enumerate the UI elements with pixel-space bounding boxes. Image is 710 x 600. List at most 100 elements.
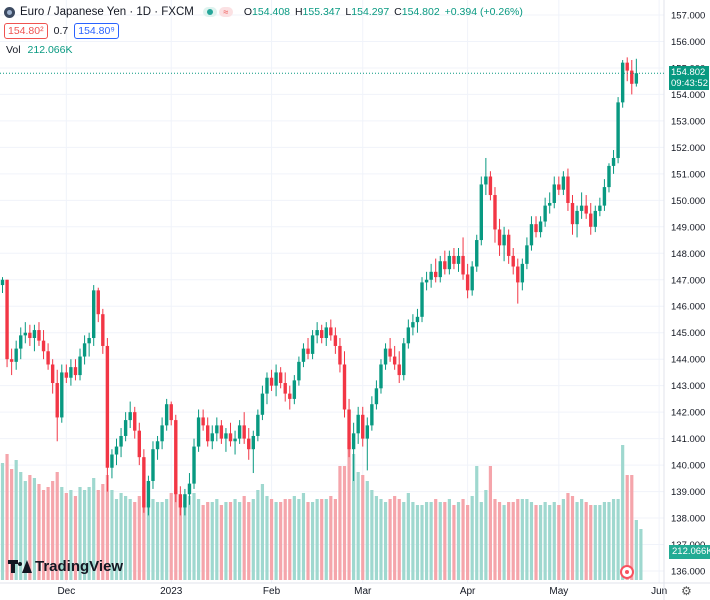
- candle: [310, 330, 315, 360]
- volume-bar: [361, 475, 365, 580]
- candle: [265, 372, 269, 405]
- y-tick-label: 152.000: [671, 143, 705, 154]
- candle: [525, 237, 529, 270]
- candle: [210, 425, 214, 450]
- volume-bar: [183, 502, 187, 580]
- candle: [187, 473, 192, 505]
- volume-bar: [187, 496, 192, 580]
- y-tick-label: 150.000: [671, 196, 705, 207]
- high-value: 155.347: [302, 6, 341, 18]
- volume-bar: [320, 499, 324, 580]
- volume-bar: [119, 493, 123, 580]
- candle: [37, 322, 41, 346]
- x-tick-label: Feb: [263, 586, 281, 597]
- candle: [224, 428, 228, 452]
- y-tick-label: 144.000: [671, 355, 705, 366]
- candle: [320, 324, 324, 344]
- candle-body: [324, 327, 328, 339]
- candle: [584, 195, 588, 219]
- candle: [123, 412, 128, 442]
- candle: [388, 338, 392, 362]
- candle-body: [242, 425, 246, 439]
- volume-bar: [274, 502, 278, 580]
- candle: [78, 348, 82, 381]
- volume-bar: [584, 502, 588, 580]
- volume-bar: [488, 466, 493, 580]
- candle-body: [529, 224, 534, 246]
- volume-bar: [470, 496, 474, 580]
- candle: [589, 202, 593, 235]
- volume-bar: [192, 493, 196, 580]
- volume-bar: [329, 496, 333, 580]
- candle-body: [420, 282, 424, 317]
- volume-legend[interactable]: Vol 212.066K: [6, 44, 73, 56]
- volume-bar: [283, 499, 287, 580]
- candle-body: [479, 184, 483, 241]
- candle-body: [607, 165, 611, 188]
- candle-body: [306, 348, 310, 354]
- volume-bar: [338, 466, 342, 580]
- symbol-logo-icon[interactable]: [4, 6, 15, 18]
- volume-bar: [393, 496, 397, 580]
- candle-body: [570, 202, 575, 225]
- candle-body: [520, 263, 525, 283]
- candle-body: [598, 205, 602, 211]
- gear-icon[interactable]: ⚙: [681, 584, 692, 598]
- candle-body: [9, 359, 14, 362]
- candle: [82, 335, 87, 365]
- candle-body: [146, 480, 151, 508]
- candle-body: [128, 412, 132, 421]
- last-price: 154.802: [671, 67, 706, 78]
- buy-button[interactable]: 154.80⁹: [74, 23, 119, 39]
- spread-value: 0.7: [53, 25, 69, 37]
- candle: [119, 428, 123, 458]
- candle: [46, 343, 50, 370]
- volume-bar: [306, 502, 310, 580]
- sell-button[interactable]: 154.80²: [4, 23, 48, 39]
- volume-bar: [566, 493, 570, 580]
- volume-bar: [621, 445, 625, 580]
- candle: [14, 340, 18, 370]
- volume-bar: [429, 502, 433, 580]
- y-tick-label: 136.000: [671, 567, 705, 578]
- candle-body: [142, 457, 146, 508]
- candle-body: [283, 383, 287, 394]
- volume-bar: [630, 475, 634, 580]
- volume-bar: [169, 493, 173, 580]
- volume-bar: [598, 505, 602, 580]
- volume-bar: [114, 499, 119, 580]
- candle: [356, 406, 360, 444]
- candle: [465, 263, 470, 299]
- volume-bar: [105, 475, 109, 580]
- x-tick-label: May: [549, 586, 568, 597]
- candle: [602, 179, 607, 211]
- candle: [438, 255, 442, 283]
- candle-body: [461, 255, 465, 275]
- volume-bar: [315, 499, 319, 580]
- market-status[interactable]: ≈: [202, 7, 233, 17]
- candle: [470, 261, 474, 296]
- volume-bar: [415, 505, 420, 580]
- y-tick-label: 148.000: [671, 249, 705, 260]
- candle: [23, 322, 27, 344]
- scroll-to-realtime-button[interactable]: [620, 565, 634, 579]
- symbol-title[interactable]: Euro / Japanese Yen · 1D · FXCM: [20, 6, 194, 18]
- candle: [379, 359, 383, 394]
- candle: [73, 359, 78, 381]
- candle: [183, 488, 187, 516]
- candle-body: [356, 414, 360, 434]
- volume-bar: [383, 502, 388, 580]
- candle: [620, 60, 625, 108]
- y-tick-label: 151.000: [671, 169, 705, 180]
- candle: [324, 322, 328, 346]
- candle: [164, 398, 169, 431]
- volume-bar: [548, 505, 552, 580]
- volume-bar: [520, 499, 524, 580]
- candle-body: [201, 417, 205, 426]
- candle: [566, 168, 570, 211]
- candle: [274, 364, 278, 397]
- y-tick-label: 149.000: [671, 222, 705, 233]
- tradingview-logo[interactable]: TradingView: [8, 558, 123, 575]
- volume-bar: [525, 499, 529, 580]
